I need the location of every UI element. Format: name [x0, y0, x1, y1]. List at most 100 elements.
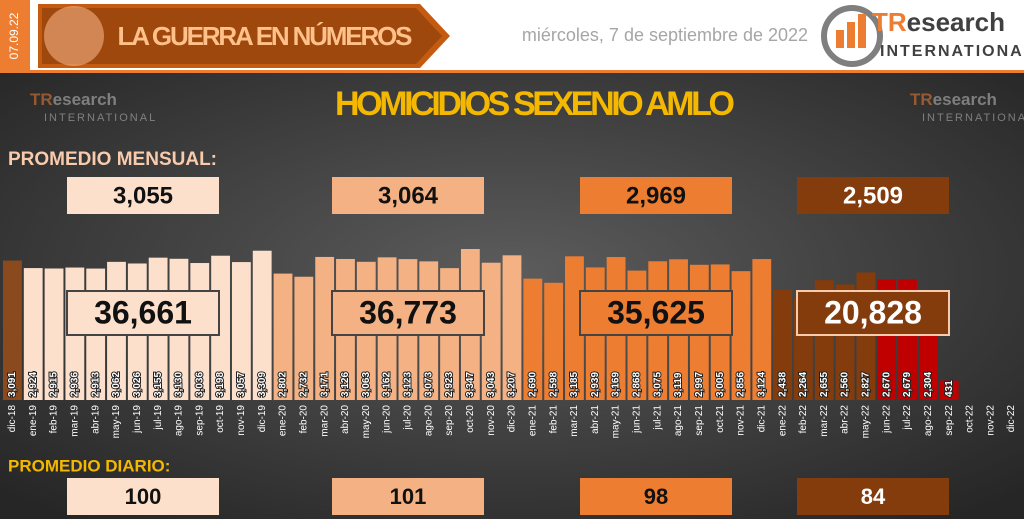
daily-average: 101 — [390, 484, 427, 509]
monthly-average: 2,969 — [626, 182, 686, 209]
daily-average: 98 — [644, 484, 668, 509]
value-label: 3,036 — [194, 372, 205, 397]
bar — [273, 273, 293, 400]
annual-total: 20,828 — [824, 294, 922, 330]
x-tick-label: ago-22 — [923, 405, 934, 437]
monthly-average: 2,509 — [843, 182, 903, 209]
x-tick-label: ene-20 — [278, 405, 289, 437]
x-tick-label: sep-19 — [194, 405, 205, 436]
x-tick-label: ago-20 — [423, 405, 434, 437]
value-label: 3,091 — [7, 372, 18, 397]
date-strip — [0, 0, 30, 72]
bar — [939, 380, 959, 400]
x-tick-label: ene-19 — [28, 405, 39, 437]
bar — [731, 271, 751, 400]
value-label: 3,075 — [652, 372, 663, 397]
logo-rest: esearch — [907, 7, 1005, 37]
total-box — [331, 290, 485, 336]
x-tick-label: nov-20 — [486, 405, 497, 436]
x-tick-label: oct-20 — [465, 405, 476, 433]
watermark-rest: esearch — [53, 90, 117, 109]
bar — [481, 262, 501, 400]
x-tick-label: ago-21 — [673, 405, 684, 437]
annual-total: 36,773 — [359, 294, 457, 330]
value-label: 2,827 — [861, 372, 872, 397]
x-tick-label: ago-19 — [174, 405, 185, 437]
x-tick-label: oct-19 — [215, 405, 226, 433]
x-tick-label: mar-22 — [819, 405, 830, 437]
watermark-left: TResearch INTERNATIONAL — [30, 90, 155, 123]
bar — [502, 255, 522, 400]
logo-initial: TR — [872, 7, 907, 37]
header-rule — [0, 70, 1024, 73]
x-tick-label: sep-22 — [944, 405, 955, 436]
x-tick-label: abr-20 — [340, 405, 351, 434]
bar — [294, 276, 314, 400]
logo: TResearch INTERNATIONAL — [821, 5, 1024, 67]
value-label: 2,923 — [444, 372, 455, 397]
x-tick-label: sep-21 — [694, 405, 705, 436]
total-box — [579, 290, 733, 336]
watermark-name: TResearch — [910, 90, 997, 109]
x-tick-label: jul-20 — [403, 405, 414, 431]
bar — [231, 262, 251, 400]
value-label: 2,560 — [840, 372, 851, 397]
watermark-right: TResearch INTERNATIONAL — [910, 90, 1024, 123]
annual-total: 35,625 — [607, 294, 705, 330]
x-tick-label: jun-22 — [881, 405, 892, 434]
value-label: 3,119 — [673, 372, 684, 397]
x-tick-label: jul-19 — [153, 405, 164, 431]
value-label: 3,026 — [132, 372, 143, 397]
value-label: 2,913 — [90, 372, 101, 397]
monthly-average: 3,064 — [378, 182, 439, 209]
x-tick-label: jul-22 — [902, 405, 913, 431]
value-label: 3,347 — [465, 372, 476, 397]
value-label: 3,043 — [486, 372, 497, 397]
bar — [23, 268, 43, 400]
x-tick-label: abr-21 — [590, 405, 601, 434]
section-title: LA GUERRA EN NÚMEROS — [118, 21, 413, 51]
x-tick-label: mar-19 — [69, 405, 80, 437]
bar — [752, 259, 772, 400]
x-tick-label: oct-22 — [965, 405, 976, 433]
watermark-rest: esearch — [933, 90, 997, 109]
x-tick-label: mar-21 — [569, 405, 580, 437]
watermark-initial: TR — [910, 90, 933, 109]
logo-name: TResearch — [872, 7, 1005, 37]
bar — [252, 250, 272, 400]
x-tick-label: nov-19 — [236, 405, 247, 436]
value-label: 3,057 — [236, 372, 247, 397]
x-tick-label: sep-20 — [444, 405, 455, 436]
x-tick-label: feb-22 — [798, 405, 809, 434]
value-label: 3,185 — [569, 372, 580, 397]
value-label: 3,126 — [340, 372, 351, 397]
daily-box — [797, 478, 949, 515]
value-label: 2,915 — [49, 372, 60, 397]
x-tick-label: oct-21 — [715, 405, 726, 433]
x-tick-label: dic-21 — [756, 405, 767, 433]
value-label: 3,062 — [111, 372, 122, 397]
value-label: 2,598 — [548, 372, 559, 397]
value-label: 2,924 — [28, 372, 39, 397]
total-box — [66, 290, 220, 336]
x-tick-label: dic-19 — [257, 405, 268, 433]
section-banner-inner — [42, 8, 442, 64]
value-label: 2,856 — [736, 372, 747, 397]
value-label: 3,162 — [382, 372, 393, 397]
value-label: 3,063 — [361, 372, 372, 397]
bar — [544, 282, 564, 400]
monthly-box — [67, 177, 219, 214]
logo-ring — [821, 5, 883, 67]
value-label: 2,868 — [632, 372, 643, 397]
x-tick-label: may-19 — [111, 405, 122, 439]
bar — [44, 268, 64, 400]
value-label: 2,438 — [777, 372, 788, 397]
date-tag: 07.09.22 — [7, 12, 21, 59]
x-tick-label: nov-22 — [985, 405, 996, 436]
value-label: 2,670 — [881, 372, 892, 397]
x-tick-label: ene-22 — [777, 405, 788, 437]
daily-average: 84 — [861, 484, 886, 509]
value-label: 2,264 — [798, 372, 809, 397]
x-tick-label: abr-22 — [840, 405, 851, 434]
watermark-sub: INTERNATIONAL — [922, 112, 1024, 124]
